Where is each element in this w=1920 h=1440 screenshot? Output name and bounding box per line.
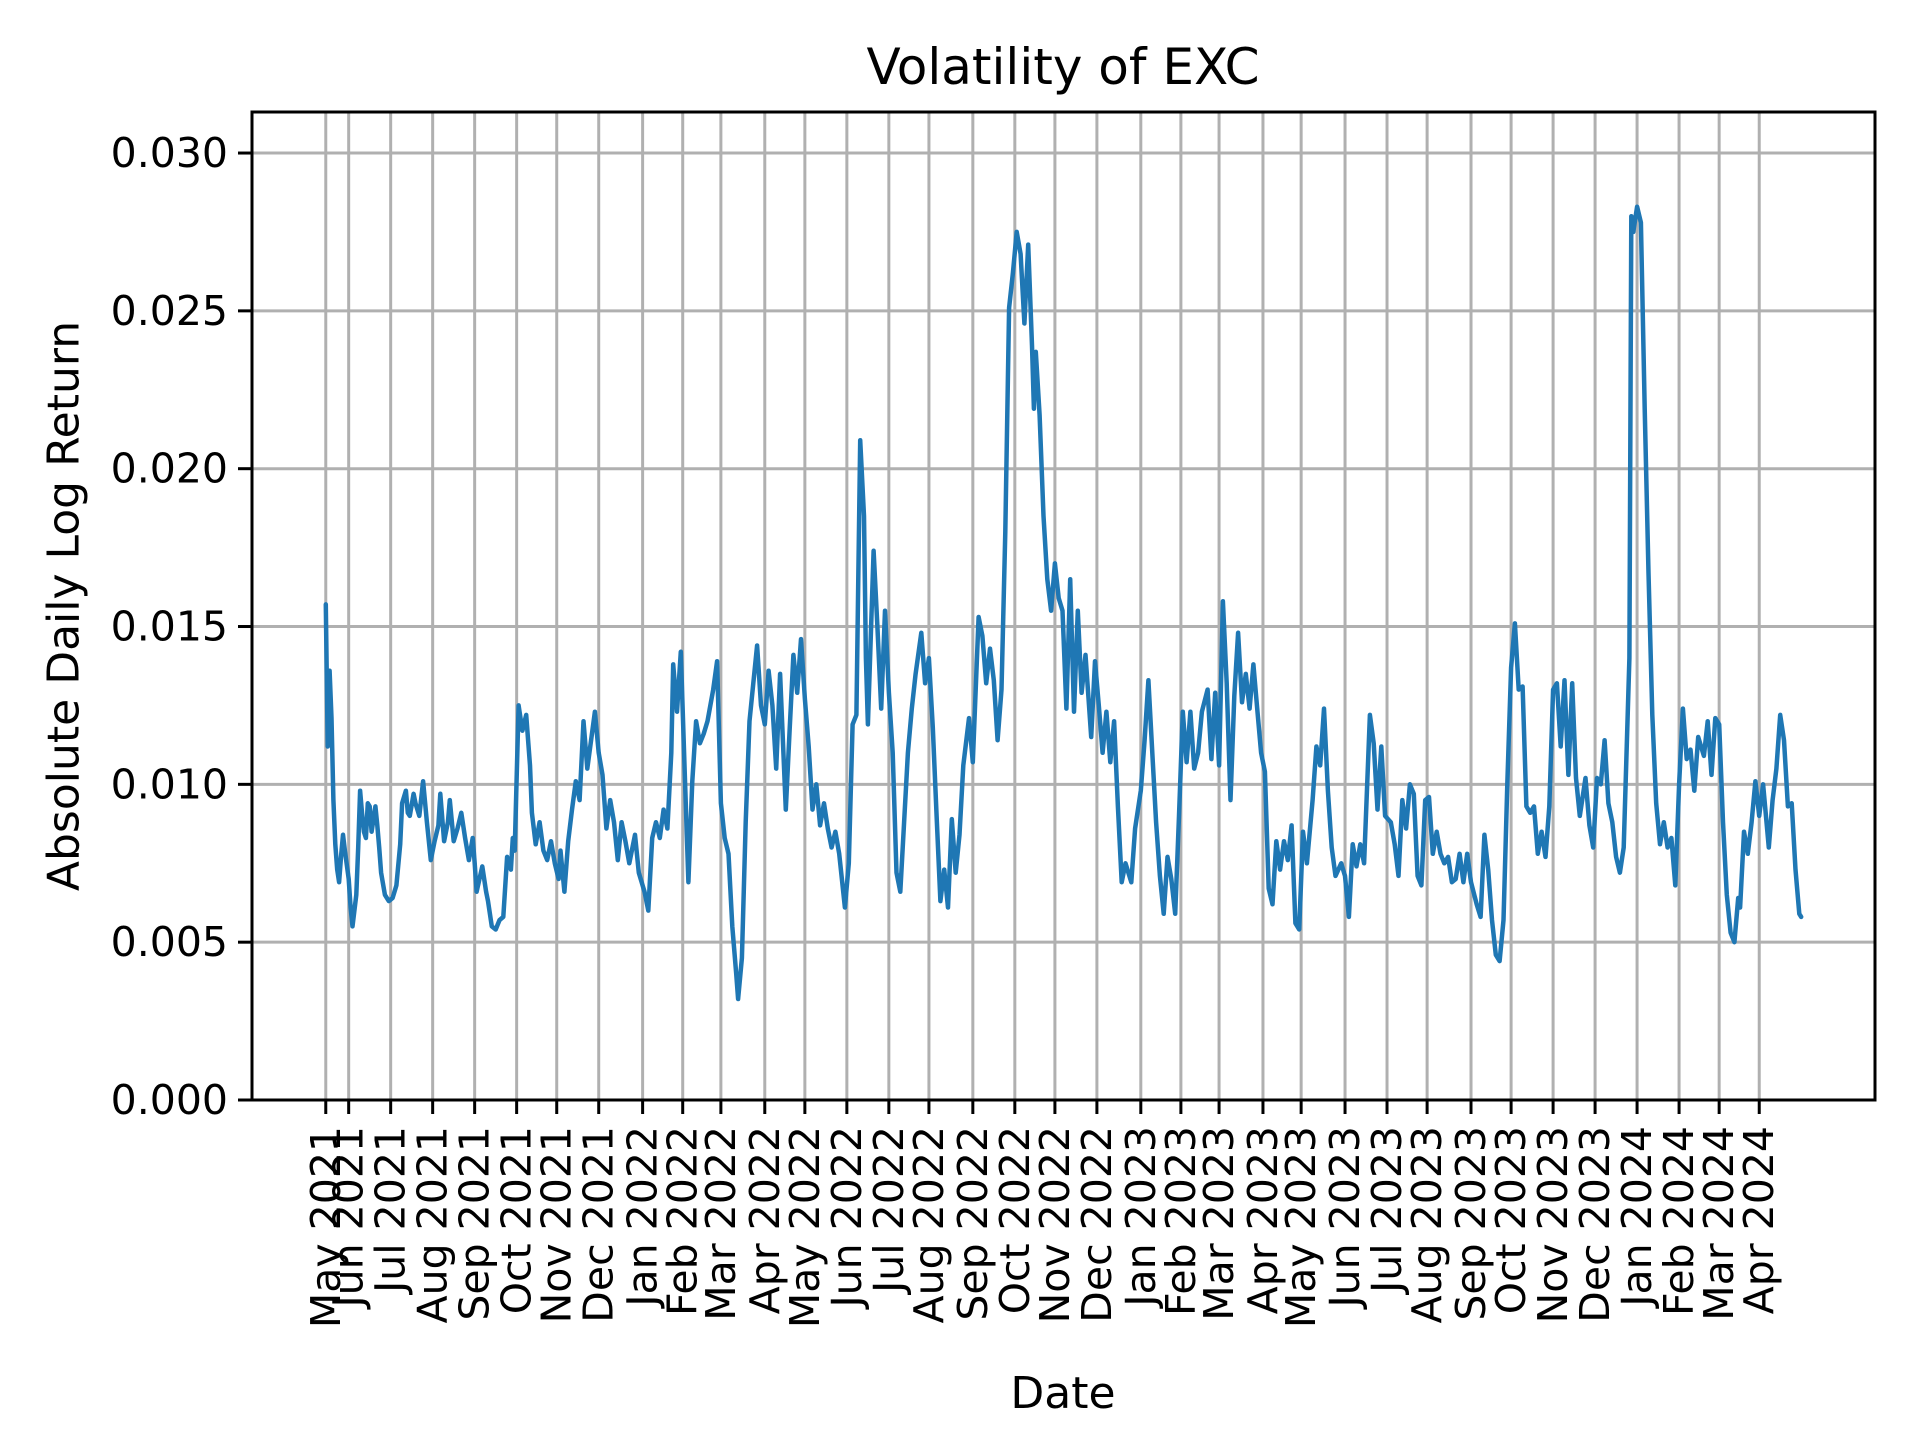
y-tick-label: 0.000 (111, 1076, 228, 1124)
series-lines (323, 204, 1804, 1002)
x-tick-label: Apr 2023 (1239, 1126, 1287, 1314)
x-tick-label: Jan 2024 (1613, 1126, 1661, 1310)
x-tick-label: Sep 2021 (451, 1126, 499, 1321)
x-tick-label: May 2023 (1277, 1126, 1325, 1328)
x-tick-label: Jan 2023 (1117, 1126, 1165, 1310)
x-tick-label: Jun 2023 (1321, 1126, 1369, 1310)
y-tick-label: 0.010 (111, 760, 228, 808)
axes (250, 110, 1877, 1102)
gridlines (252, 112, 1875, 1102)
x-tick-label: Mar 2023 (1195, 1126, 1243, 1321)
x-tick-label: May 2022 (781, 1126, 829, 1328)
y-tick-label: 0.005 (111, 918, 228, 966)
x-tick-label: Dec 2022 (1073, 1126, 1121, 1323)
x-tick-label: Sep 2023 (1447, 1126, 1495, 1321)
x-tick-label: Feb 2022 (659, 1126, 707, 1316)
plot-spines (250, 110, 1877, 1102)
y-tick-label: 0.020 (111, 445, 228, 493)
x-tick-label: Oct 2022 (991, 1126, 1039, 1314)
x-tick-label: Dec 2021 (575, 1126, 623, 1323)
x-tick-label: Aug 2022 (905, 1126, 953, 1323)
x-tick-label: Apr 2024 (1735, 1126, 1783, 1314)
x-tick-label: Jun 2022 (823, 1126, 871, 1310)
x-tick-label: Oct 2021 (493, 1126, 541, 1314)
y-tick-label: 0.030 (111, 129, 228, 177)
x-tick-label: Jun 2021 (325, 1126, 373, 1310)
x-tick-label: Mar 2022 (697, 1126, 745, 1321)
tick-marks (238, 151, 1761, 1114)
x-tick-label: Feb 2024 (1655, 1126, 1703, 1316)
x-tick-label: Apr 2022 (741, 1126, 789, 1314)
x-tick-label: Jul 2022 (865, 1126, 913, 1296)
chart-title: Volatility of EXC (866, 38, 1260, 96)
x-tick-label: Oct 2023 (1487, 1126, 1535, 1314)
x-tick-label: Feb 2023 (1157, 1126, 1205, 1316)
x-tick-label: Nov 2023 (1529, 1126, 1577, 1323)
volatility-line (323, 204, 1804, 1002)
x-tick-label: Mar 2024 (1695, 1126, 1743, 1321)
x-axis-label: Date (1010, 1368, 1116, 1419)
x-tick-label: Jul 2023 (1363, 1126, 1411, 1296)
x-tick-label: May 2021 (302, 1126, 350, 1328)
x-tick-label: Nov 2022 (1031, 1126, 1079, 1323)
y-tick-label: 0.015 (111, 603, 228, 651)
x-tick-label: Sep 2022 (949, 1126, 997, 1321)
y-tick-label: 0.025 (111, 287, 228, 335)
x-tick-label: Aug 2021 (409, 1126, 457, 1323)
x-tick-label: Jan 2022 (619, 1126, 667, 1310)
x-tick-label: Jul 2021 (367, 1126, 415, 1296)
x-tick-label: Aug 2023 (1403, 1126, 1451, 1323)
x-tick-label: Nov 2021 (533, 1126, 581, 1323)
x-tick-label: Dec 2023 (1571, 1126, 1619, 1323)
